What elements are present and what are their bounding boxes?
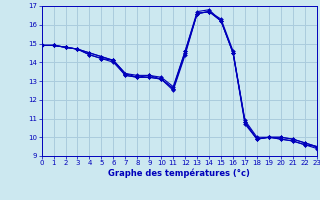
X-axis label: Graphe des températures (°c): Graphe des températures (°c) <box>108 169 250 178</box>
